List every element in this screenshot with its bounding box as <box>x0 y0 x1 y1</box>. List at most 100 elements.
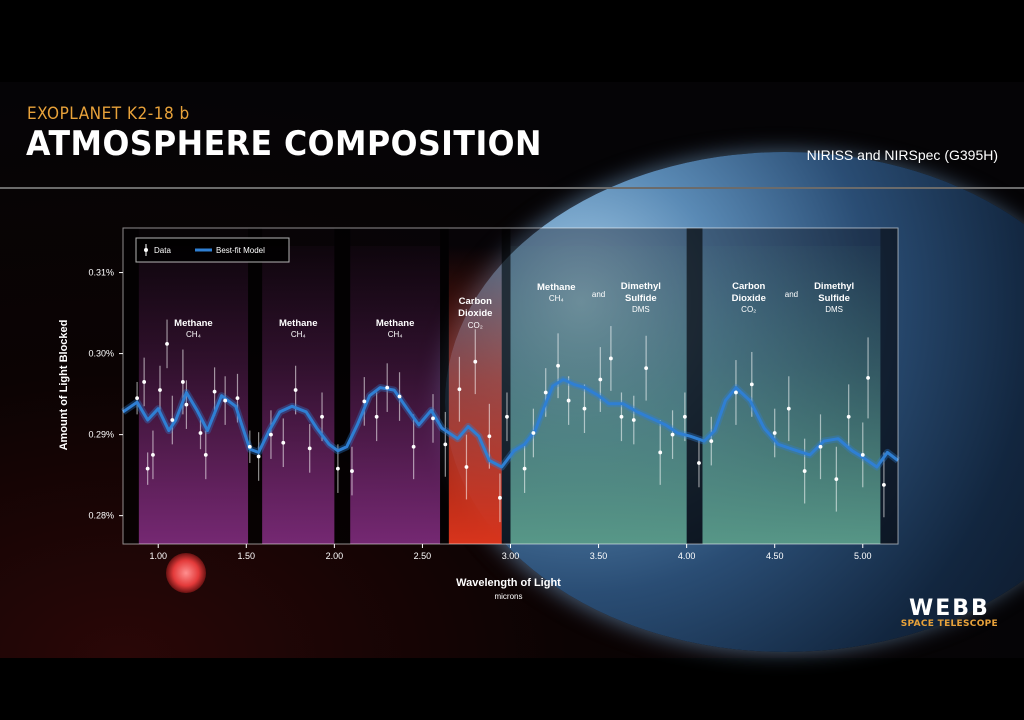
data-point <box>734 390 738 395</box>
data-point <box>142 380 147 384</box>
data-point <box>431 416 435 421</box>
overline-title: EXOPLANET K2-18 b <box>27 104 190 124</box>
data-point <box>170 418 175 422</box>
data-point <box>818 444 823 449</box>
y-axis-label: Amount of Light Blocked <box>58 320 70 451</box>
data-point <box>749 382 754 387</box>
band-formula: CO₂ <box>468 321 483 330</box>
y-tick-label: 0.30% <box>88 349 114 359</box>
data-point <box>846 414 851 419</box>
data-point <box>786 406 791 411</box>
legend-model-label: Best-fit Model <box>216 246 265 255</box>
band-gap <box>123 228 139 544</box>
band-label: Sulfide <box>625 293 657 304</box>
data-point <box>256 454 261 459</box>
x-tick-label: 3.00 <box>502 551 520 561</box>
band-label: Dioxide <box>732 293 766 304</box>
data-point <box>522 466 527 471</box>
header-divider <box>0 187 1024 189</box>
data-point <box>145 466 150 471</box>
data-point <box>411 444 416 449</box>
webb-logo: WEBB SPACE TELESCOPE <box>901 596 998 629</box>
data-point <box>531 431 536 435</box>
band-methane <box>138 246 249 544</box>
data-point <box>362 399 367 404</box>
data-point <box>834 477 839 482</box>
data-point <box>158 388 162 392</box>
band-label: Carbon <box>732 281 765 292</box>
band-label: Methane <box>376 318 415 329</box>
band-gap <box>440 228 449 544</box>
data-point <box>350 469 354 473</box>
data-point <box>631 418 636 422</box>
x-tick-label: 5.00 <box>854 551 872 561</box>
data-point <box>281 440 286 445</box>
band-formula: DMS <box>632 305 650 314</box>
legend-data-label: Data <box>154 246 171 255</box>
page-title: ATMOSPHERE COMPOSITION <box>26 124 542 164</box>
band-methane <box>350 246 441 544</box>
x-tick-label: 4.00 <box>678 551 696 561</box>
band-gap <box>248 228 263 544</box>
data-point <box>151 452 155 457</box>
y-tick-label: 0.31% <box>88 268 114 278</box>
x-axis-sublabel: microns <box>494 592 522 601</box>
band-formula: DMS <box>825 305 843 314</box>
data-point <box>135 396 139 401</box>
data-point <box>397 394 402 399</box>
band-label: Dimethyl <box>621 281 661 292</box>
x-tick-label: 2.50 <box>414 551 432 561</box>
data-point <box>644 366 649 371</box>
data-point <box>658 450 663 455</box>
data-point <box>582 406 587 411</box>
data-point <box>180 380 185 384</box>
data-point <box>247 444 252 449</box>
data-point <box>464 465 469 469</box>
data-point <box>682 414 687 419</box>
data-point <box>203 452 208 457</box>
band-methane <box>262 246 335 544</box>
data-point <box>457 387 462 392</box>
band-formula: CH₄ <box>186 330 201 339</box>
x-tick-label: 1.50 <box>238 551 256 561</box>
data-point <box>473 359 478 364</box>
band-and: and <box>785 290 798 299</box>
band-gap <box>334 228 351 544</box>
x-tick-label: 4.50 <box>766 551 784 561</box>
data-point <box>566 398 571 403</box>
x-tick-label: 1.00 <box>149 551 167 561</box>
data-point <box>320 414 324 419</box>
data-point <box>772 431 777 435</box>
data-point <box>866 375 870 380</box>
legend-data-marker <box>144 248 148 252</box>
host-star-illustration <box>166 553 206 593</box>
band-gap <box>686 228 703 544</box>
band-formula: CH₄ <box>388 330 403 339</box>
band-label: Dioxide <box>458 308 492 319</box>
logo-sub-text: SPACE TELESCOPE <box>900 619 998 629</box>
x-tick-label: 2.00 <box>326 551 344 561</box>
legend-box <box>135 237 290 263</box>
band-gap <box>501 228 511 544</box>
band-co2 <box>448 246 502 544</box>
data-point <box>184 402 189 407</box>
x-axis-label: Wavelength of Light <box>456 577 561 589</box>
data-point <box>165 341 169 346</box>
band-dms <box>702 246 881 544</box>
data-point <box>697 461 701 465</box>
data-point <box>670 432 675 437</box>
band-label: Sulfide <box>818 293 850 304</box>
band-gap <box>880 228 898 544</box>
band-label: Methane <box>279 318 318 329</box>
data-point <box>543 390 548 395</box>
y-tick-label: 0.29% <box>88 430 114 440</box>
data-point <box>882 482 886 487</box>
data-point <box>385 385 390 390</box>
data-point <box>556 363 560 368</box>
band-label: Dimethyl <box>814 281 854 292</box>
data-point <box>498 495 502 500</box>
data-point <box>619 414 624 419</box>
data-point <box>608 356 613 361</box>
